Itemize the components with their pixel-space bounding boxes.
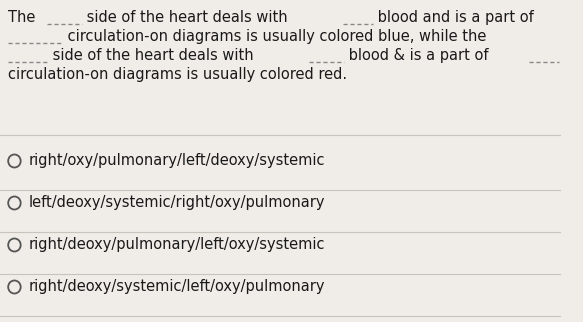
Text: right/deoxy/systemic/left/oxy/pulmonary: right/deoxy/systemic/left/oxy/pulmonary	[29, 279, 325, 294]
Text: right/oxy/pulmonary/left/deoxy/systemic: right/oxy/pulmonary/left/deoxy/systemic	[29, 153, 325, 168]
Text: The: The	[8, 10, 40, 25]
Text: blood & is a part of: blood & is a part of	[344, 48, 493, 63]
Text: side of the heart deals with: side of the heart deals with	[48, 48, 258, 63]
Text: blood and is a part of: blood and is a part of	[374, 10, 534, 25]
Text: circulation-on diagrams is usually colored red.: circulation-on diagrams is usually color…	[8, 67, 347, 82]
Text: left/deoxy/systemic/right/oxy/pulmonary: left/deoxy/systemic/right/oxy/pulmonary	[29, 195, 325, 210]
Text: circulation-on diagrams is usually colored blue, while the: circulation-on diagrams is usually color…	[63, 29, 486, 44]
Text: right/deoxy/pulmonary/left/oxy/systemic: right/deoxy/pulmonary/left/oxy/systemic	[29, 237, 325, 252]
Text: side of the heart deals with: side of the heart deals with	[82, 10, 293, 25]
